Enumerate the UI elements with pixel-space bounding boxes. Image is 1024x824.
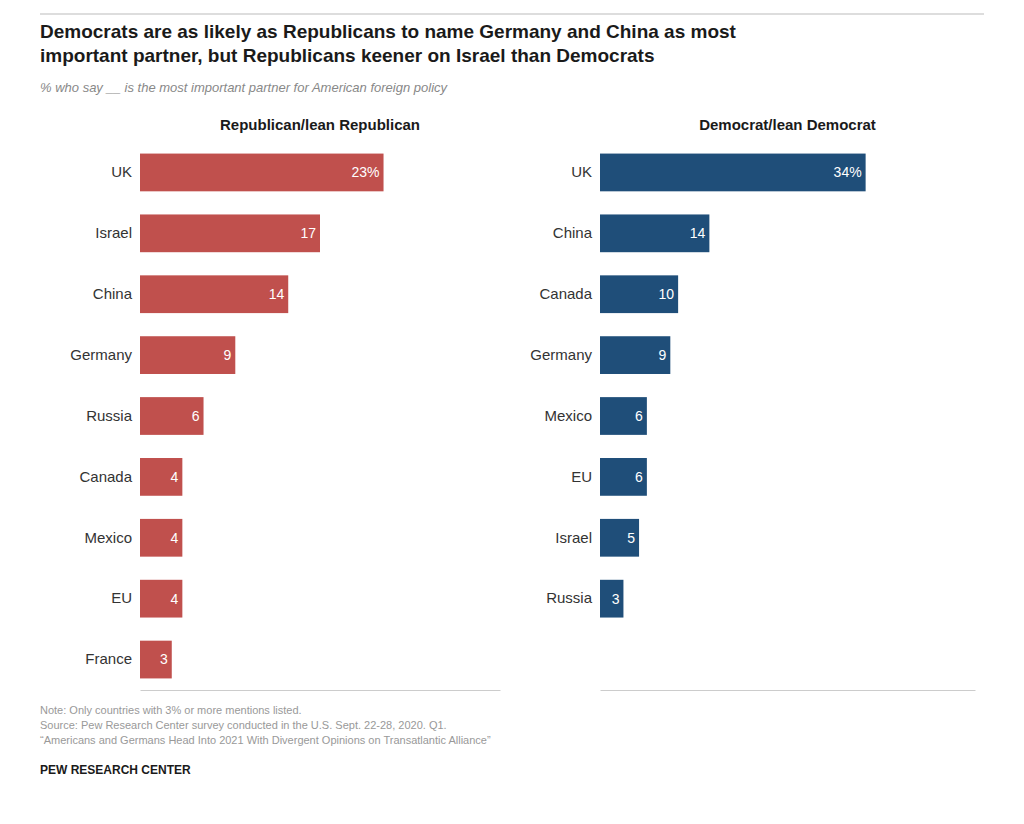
- category-label: Canada: [539, 285, 592, 302]
- y-axis: UK Israel China Germany Russia Canada Mexico EU…: [70, 163, 140, 667]
- category-label: UK: [571, 163, 592, 180]
- y-tick: Germany: [70, 346, 140, 363]
- x-axis-line: [601, 690, 976, 691]
- data-label: 9: [223, 347, 231, 363]
- category-label: Russia: [86, 407, 133, 424]
- bar: [600, 214, 709, 252]
- title: important partner, but Republicans keene…: [40, 45, 655, 66]
- category-label: Canada: [79, 468, 132, 485]
- data-label: 10: [659, 286, 675, 302]
- y-tick: Mexico: [84, 529, 140, 546]
- subtitle: % who say __ is the most important partn…: [40, 80, 449, 95]
- data-label: 14: [690, 225, 706, 241]
- data-label: 4: [171, 469, 179, 485]
- chart-root: Democrats are as likely as Republicans t…: [0, 0, 1024, 824]
- bar: [140, 458, 182, 496]
- category-label: China: [93, 285, 133, 302]
- category-label: Russia: [546, 589, 593, 606]
- data-label: 6: [635, 408, 643, 424]
- category-label: Germany: [70, 346, 132, 363]
- bars: [140, 154, 384, 679]
- category-label: Germany: [530, 346, 592, 363]
- y-tick: France: [85, 650, 140, 667]
- data-label: 14: [269, 286, 285, 302]
- bar: [600, 458, 647, 496]
- data-label: 6: [635, 469, 643, 485]
- bar: [600, 336, 670, 374]
- data-label: 17: [300, 225, 316, 241]
- y-tick: Canada: [79, 468, 140, 485]
- bar: [600, 580, 623, 618]
- bars: [600, 154, 866, 618]
- bar: [600, 154, 866, 192]
- bar: [600, 397, 647, 435]
- bar: [140, 519, 182, 557]
- bar: [140, 214, 320, 252]
- y-tick: Russia: [86, 407, 140, 424]
- bar: [140, 275, 288, 313]
- note: “Americans and Germans Head Into 2021 Wi…: [40, 734, 491, 746]
- x-axis: [141, 690, 501, 691]
- data-label: 6: [192, 408, 200, 424]
- y-tick: Mexico: [544, 407, 600, 424]
- x-axis: [601, 690, 976, 691]
- bar: [140, 641, 172, 679]
- title: Democrats are as likely as Republicans t…: [40, 21, 737, 42]
- bar: [140, 154, 384, 192]
- y-tick: Israel: [95, 224, 140, 241]
- bar: [600, 519, 639, 557]
- panel: Republican/lean Republican UK Israel China G…: [70, 116, 500, 691]
- category-label: China: [553, 224, 593, 241]
- y-axis: UK China Canada Germany Mexico EU Israel Russia: [530, 163, 600, 606]
- y-tick: UK: [571, 163, 600, 180]
- data-labels: 23% 17 14 9 6 4 4 4 3: [160, 164, 380, 667]
- bar: [140, 336, 235, 374]
- panel-title: Democrat/lean Democrat: [699, 116, 876, 133]
- category-label: France: [85, 650, 132, 667]
- category-label: Mexico: [84, 529, 132, 546]
- note: Source: Pew Research Center survey condu…: [40, 719, 447, 731]
- data-label: 5: [627, 530, 635, 546]
- panel: Democrat/lean Democrat UK China Canada Germa…: [530, 116, 975, 691]
- y-tick: Germany: [530, 346, 600, 363]
- x-axis-line: [141, 690, 501, 691]
- category-label: Mexico: [544, 407, 592, 424]
- y-tick: EU: [111, 589, 140, 606]
- category-label: Israel: [555, 529, 592, 546]
- y-tick: China: [553, 224, 600, 241]
- data-label: 4: [171, 591, 179, 607]
- top-rule: [40, 13, 984, 14]
- category-label: Israel: [95, 224, 132, 241]
- footer: PEW RESEARCH CENTER: [40, 763, 191, 777]
- data-label: 34%: [834, 164, 862, 180]
- data-label: 3: [612, 591, 620, 607]
- data-labels: 34% 14 10 9 6 6 5 3: [612, 164, 862, 606]
- bar: [140, 580, 182, 618]
- y-tick: Israel: [555, 529, 600, 546]
- y-tick: Canada: [539, 285, 600, 302]
- note: Note: Only countries with 3% or more men…: [40, 704, 302, 716]
- category-label: UK: [111, 163, 132, 180]
- data-label: 9: [659, 347, 667, 363]
- data-label: 4: [171, 530, 179, 546]
- data-label: 23%: [351, 164, 379, 180]
- data-label: 3: [160, 651, 168, 667]
- bar: [140, 397, 204, 435]
- y-tick: UK: [111, 163, 140, 180]
- bar: [600, 275, 678, 313]
- y-tick: China: [93, 285, 140, 302]
- y-tick: Russia: [546, 589, 600, 606]
- category-label: EU: [111, 589, 132, 606]
- panel-title: Republican/lean Republican: [220, 116, 420, 133]
- y-tick: EU: [571, 468, 600, 485]
- category-label: EU: [571, 468, 592, 485]
